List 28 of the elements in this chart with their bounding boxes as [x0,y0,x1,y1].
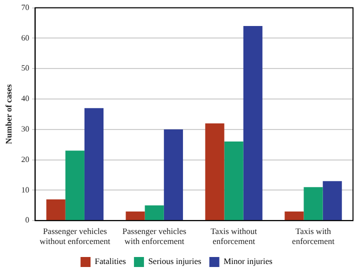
x-tick-label: Passenger vehicles without enforcement [40,226,111,246]
bar [205,123,224,220]
bar [65,150,84,220]
bar [144,205,164,220]
y-tick-label: 10 [21,185,30,194]
y-tick-label: 40 [21,94,30,104]
bar [284,211,304,220]
y-tick-label: 70 [21,2,30,12]
legend-label: Fatalities [94,256,126,266]
y-tick-label: 0 [25,216,30,225]
bar [164,129,183,220]
y-tick-label: 50 [21,64,30,73]
x-tick-label: Taxis without enforcement [210,226,258,246]
bar [46,199,66,220]
bar [304,187,323,220]
y-tick-label: 60 [21,33,30,42]
y-tick-label: 30 [21,124,30,134]
y-tick-label: 20 [21,154,30,164]
bar [243,26,262,220]
x-tick-label: Passenger vehicles with enforcement [122,226,186,246]
x-tick-label: Taxis with enforcement [292,226,336,246]
bar [322,181,342,220]
legend-label: Minor injuries [224,256,272,266]
bar [84,108,104,220]
bar [224,142,244,220]
legend-label: Serious injuries [148,256,202,266]
bar [126,211,145,220]
y-axis-title: Number of cases [3,84,14,144]
